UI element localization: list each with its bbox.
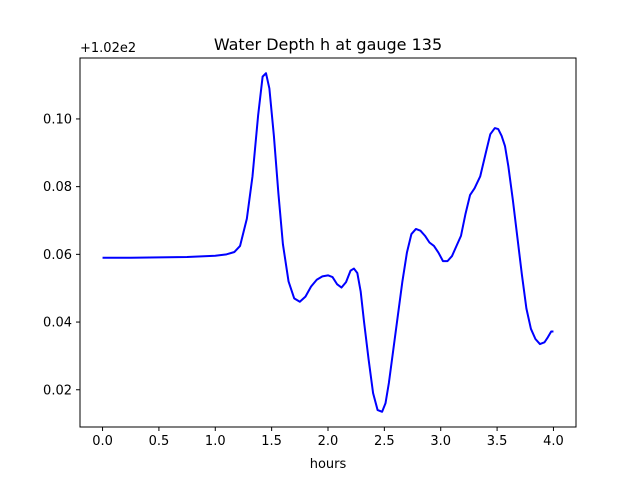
- chart-title: Water Depth h at gauge 135: [214, 35, 442, 54]
- y-axis: 0.02 0.04 0.06 0.08 0.10: [43, 112, 80, 398]
- x-tick-label: 1.5: [261, 434, 282, 449]
- x-tick-label: 0.5: [149, 434, 170, 449]
- x-tick-label: 0.0: [92, 434, 113, 449]
- x-axis: 0.0 0.5 1.0 1.5 2.0 2.5 3.0 3.5 4.0: [92, 427, 564, 449]
- x-axis-label: hours: [310, 457, 347, 472]
- y-tick-label: 0.06: [43, 248, 72, 263]
- x-tick-label: 2.0: [318, 434, 339, 449]
- series-line-0: [102, 72, 554, 413]
- plot-area: [79, 57, 577, 428]
- x-tick-label: 4.0: [543, 434, 564, 449]
- x-tick-label: 3.0: [430, 434, 451, 449]
- y-tick-label: 0.04: [43, 316, 72, 331]
- y-tick-label: 0.02: [43, 383, 72, 398]
- y-tick-label: 0.08: [43, 180, 72, 195]
- y-axis-offset-label: +1.02e2: [80, 41, 136, 56]
- y-tick-label: 0.10: [43, 112, 72, 127]
- x-tick-label: 2.5: [374, 434, 395, 449]
- x-tick-label: 1.0: [205, 434, 226, 449]
- x-tick-label: 3.5: [487, 434, 508, 449]
- plot-frame: [79, 57, 577, 428]
